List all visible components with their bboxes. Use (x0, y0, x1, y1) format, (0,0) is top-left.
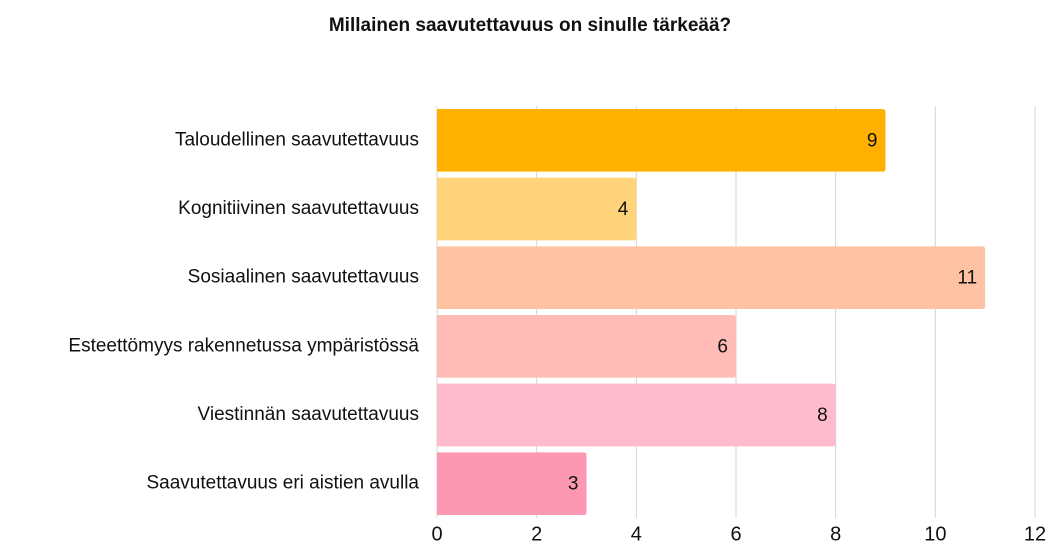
y-tick-label: Kognitiivinen saavutettavuus (178, 198, 419, 219)
x-tick-label: 0 (431, 523, 442, 544)
y-tick-label: Esteettömyys rakennetussa ympäristössä (68, 335, 419, 356)
chart-title: Millainen saavutettavuus on sinulle tärk… (329, 15, 731, 36)
value-label: 8 (817, 405, 828, 426)
y-tick-label: Saavutettavuus eri aistien avulla (147, 473, 420, 494)
bar (437, 315, 736, 378)
bar (437, 383, 836, 447)
x-tick-label: 4 (631, 523, 642, 544)
bar (437, 109, 886, 172)
bar (437, 452, 587, 515)
x-tick-label: 2 (531, 523, 542, 544)
x-tick-label: 10 (924, 523, 946, 544)
x-tick-label: 12 (1024, 523, 1046, 544)
value-label: 4 (618, 199, 629, 220)
bar (437, 177, 637, 241)
y-tick-label: Taloudellinen saavutettavuus (175, 129, 419, 150)
bar (437, 246, 986, 309)
value-label: 3 (568, 474, 579, 495)
y-tick-label: Viestinnän saavutettavuus (198, 404, 419, 425)
x-tick-label: 8 (830, 523, 841, 544)
y-tick-label: Sosiaalinen saavutettavuus (188, 267, 419, 288)
value-label: 9 (867, 130, 878, 151)
value-label: 11 (957, 268, 977, 289)
x-tick-label: 6 (730, 523, 741, 544)
value-label: 6 (717, 336, 728, 357)
